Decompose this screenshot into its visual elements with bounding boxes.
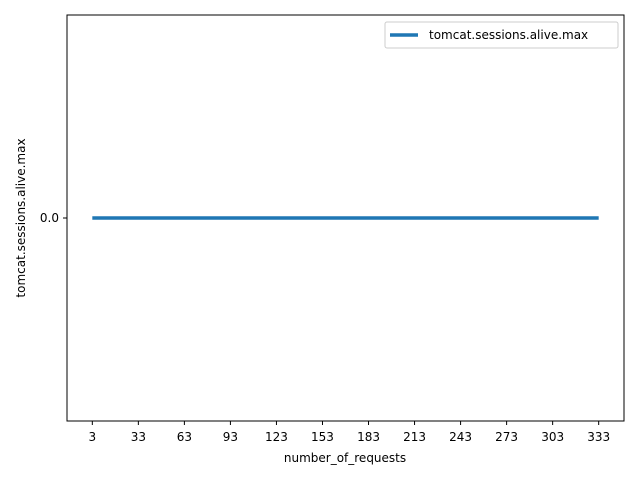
x-tick-label: 213 xyxy=(403,430,426,444)
x-axis-label: number_of_requests xyxy=(284,451,406,465)
x-tick-label: 63 xyxy=(177,430,192,444)
x-tick-label: 333 xyxy=(587,430,610,444)
y-axis-label: tomcat.sessions.alive.max xyxy=(14,138,28,297)
x-tick-label: 303 xyxy=(541,430,564,444)
x-tick-label: 3 xyxy=(88,430,96,444)
x-tick-label: 123 xyxy=(265,430,288,444)
x-tick-label: 33 xyxy=(131,430,146,444)
legend-label: tomcat.sessions.alive.max xyxy=(429,28,588,42)
x-tick-label: 153 xyxy=(311,430,334,444)
legend-frame xyxy=(384,21,619,49)
legend: tomcat.sessions.alive.max xyxy=(384,21,619,49)
x-tick-label: 183 xyxy=(357,430,380,444)
x-tick-label: 273 xyxy=(495,430,518,444)
y-tick-label: 0.0 xyxy=(40,211,59,225)
x-tick-label: 93 xyxy=(223,430,238,444)
x-tick-label: 243 xyxy=(449,430,472,444)
